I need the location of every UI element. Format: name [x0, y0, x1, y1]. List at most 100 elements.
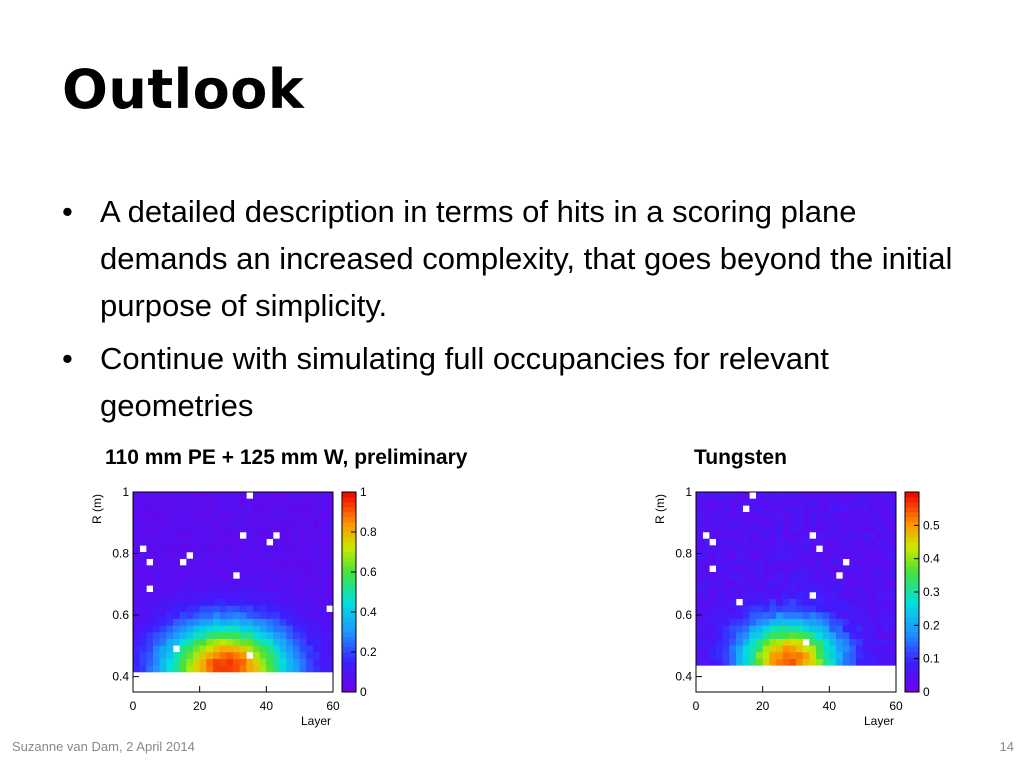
heatmap-cell	[876, 592, 883, 599]
heatmap-cell	[173, 652, 180, 659]
heatmap-cell	[233, 618, 240, 626]
heatmap-cell	[769, 565, 777, 573]
heatmap-cell	[849, 552, 857, 559]
heatmap-cell	[233, 605, 240, 613]
heatmap-cell	[722, 518, 730, 526]
colorbar-segment	[905, 597, 919, 603]
heatmap-cell	[729, 505, 737, 513]
heatmap-cell	[273, 638, 280, 646]
heatmap-cell	[789, 498, 797, 506]
heatmap-cell	[709, 498, 717, 506]
heatmap-cell	[836, 632, 843, 639]
colorbar-segment	[905, 532, 919, 538]
heatmap-cell	[709, 585, 717, 593]
heatmap-cell	[219, 612, 227, 619]
heatmap-cell	[166, 605, 174, 613]
heatmap-cell	[702, 585, 710, 593]
heatmap-cell	[842, 518, 850, 526]
heatmap-cell	[696, 625, 703, 633]
heatmap-cell	[762, 625, 770, 633]
heatmap-cell	[319, 652, 327, 659]
heatmap-cell	[213, 558, 220, 566]
heatmap-cell	[173, 605, 180, 613]
heatmap-cell	[889, 518, 897, 526]
heatmap-cell	[246, 592, 254, 599]
heatmap-cell	[729, 552, 737, 559]
x-tick-label: 60	[326, 699, 340, 713]
heatmap-cell	[233, 552, 240, 559]
colorbar-tick-label: 0	[923, 685, 930, 699]
heatmap-cell	[829, 498, 837, 506]
heatmap-cell	[206, 532, 214, 539]
heatmap-cell	[869, 512, 877, 519]
heatmap-cell	[226, 498, 234, 506]
heatmap-cell	[776, 558, 783, 566]
heatmap-cell	[266, 578, 274, 586]
heatmap-cell	[796, 572, 803, 579]
heatmap-cell	[742, 638, 750, 646]
heatmap-cell	[186, 612, 194, 619]
heatmap-cell	[789, 585, 797, 593]
heatmap-cell	[139, 612, 147, 619]
heatmap-cell	[166, 498, 174, 506]
heatmap-cell	[239, 558, 247, 566]
heatmap-cell	[213, 492, 220, 499]
heatmap-cell	[696, 565, 703, 573]
colorbar-segment	[905, 527, 919, 533]
y-axis-label: R (m)	[90, 494, 104, 524]
heatmap-cell	[286, 558, 294, 566]
colorbar-tick-label: 0	[360, 685, 367, 699]
heatmap-cell	[273, 572, 280, 579]
heatmap-cell	[742, 592, 750, 599]
heatmap-cell	[326, 658, 334, 666]
heatmap-cell	[206, 652, 214, 659]
heatmap-cell	[822, 598, 830, 606]
colorbar-tick-label: 0.4	[360, 605, 377, 619]
heatmap-cell	[173, 492, 180, 499]
heatmap-cell	[139, 652, 147, 659]
colorbar-segment	[905, 667, 919, 673]
heatmap-cell	[313, 505, 320, 513]
heatmap-cell	[133, 498, 140, 506]
heatmap-cell	[153, 592, 160, 599]
heatmap-cell	[836, 638, 843, 646]
heatmap-cell	[153, 585, 160, 593]
heatmap-cell	[809, 538, 817, 546]
heatmap-cell	[193, 512, 200, 519]
heatmap-cell	[139, 572, 147, 579]
heatmap-cell	[869, 625, 877, 633]
heatmap-cell	[159, 512, 167, 519]
heatmap-cell	[802, 632, 810, 639]
heatmap-cell	[742, 632, 750, 639]
heatmap-cell	[179, 538, 187, 546]
heatmap-cell	[789, 538, 797, 546]
heatmap-cell	[259, 618, 267, 626]
heatmap-cell	[293, 592, 300, 599]
heatmap-cell	[266, 592, 274, 599]
heatmap-cell	[253, 632, 260, 639]
heatmap-cell	[836, 625, 843, 633]
heatmap-cell	[279, 605, 287, 613]
heatmap-cell	[856, 545, 863, 553]
heatmap-cell	[219, 525, 227, 533]
heatmap-cell	[836, 612, 843, 619]
heatmap-cell	[722, 645, 730, 653]
heatmap-cell	[193, 605, 200, 613]
heatmap-cell	[146, 645, 154, 653]
heatmap-cell	[836, 538, 843, 546]
heatmap-cell	[762, 578, 770, 586]
heatmap-cell	[729, 612, 737, 619]
heatmap-cell	[816, 538, 823, 546]
heatmap-cell	[749, 565, 757, 573]
heatmap-cell	[796, 658, 803, 666]
heatmap-cell	[782, 612, 790, 619]
heatmap-cell	[736, 658, 743, 666]
heatmap-cell	[856, 652, 863, 659]
heatmap-cell	[856, 505, 863, 513]
heatmap-cell	[889, 632, 897, 639]
x-axis-label: Layer	[301, 714, 331, 728]
heatmap-cell	[829, 585, 837, 593]
heatmap-cell	[889, 625, 897, 633]
heatmap-cell	[193, 585, 200, 593]
heatmap-cell	[736, 512, 743, 519]
